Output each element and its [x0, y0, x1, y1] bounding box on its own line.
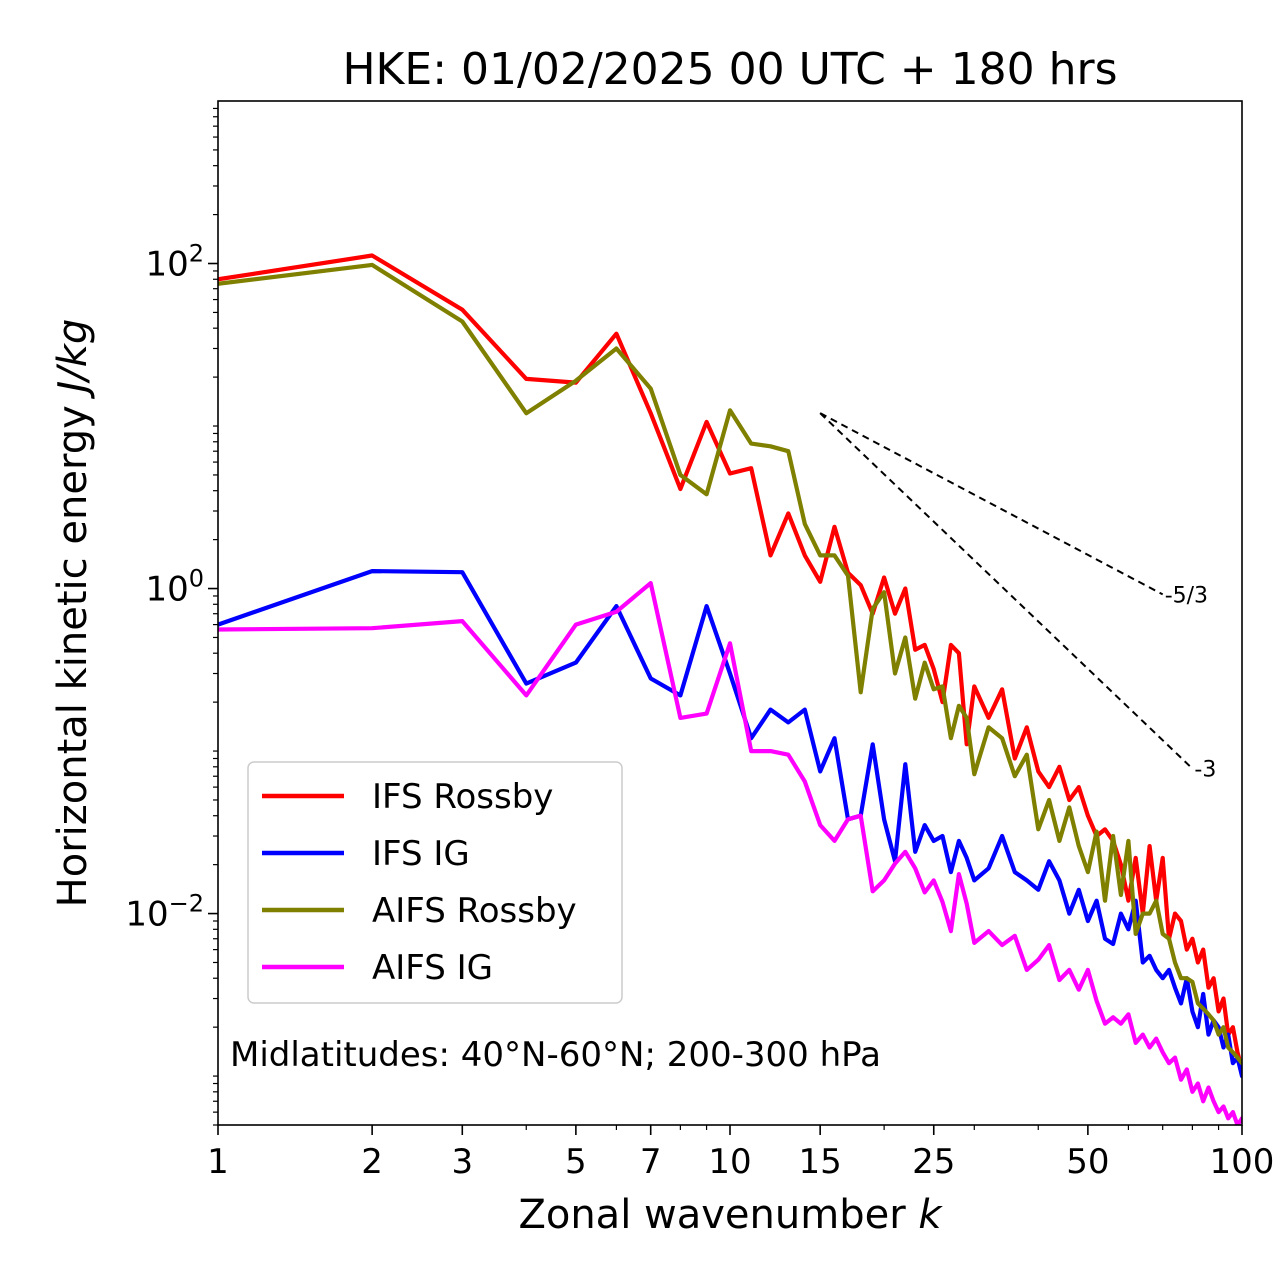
x-axis-label: Zonal wavenumber k [518, 1192, 943, 1238]
y-axis-label-unit: J/kg [50, 319, 96, 400]
series-line-2 [218, 568, 1242, 1079]
legend-label-2: IFS IG [372, 834, 470, 874]
reference-line-2 [819, 412, 1194, 770]
legend-label-4: AIFS IG [372, 948, 493, 988]
x-tick-label-5: 7 [640, 1142, 662, 1182]
reference-lines: -5/3 -3 [819, 412, 1216, 783]
y-axis-label: Horizontal kinetic energy J/kg [50, 319, 96, 908]
y-axis-ticks: 102 100 10−2 [125, 107, 218, 1126]
legend-items: IFS Rossby IFS IG AIFS Rossby AIFS IG [262, 777, 577, 988]
x-axis-ticks: 1 2 3 5 7 10 15 25 50 100 [207, 1125, 1274, 1182]
x-tick-label-2: 2 [361, 1142, 383, 1182]
y-axis-label-text: Horizontal kinetic energy [50, 405, 96, 907]
x-axis-label-text: Zonal wavenumber [518, 1192, 906, 1238]
chart-title: HKE: 01/02/2025 00 UTC + 180 hrs [342, 44, 1117, 95]
legend-label-3: AIFS Rossby [372, 891, 577, 931]
series-line-4 [218, 580, 1242, 1125]
x-tick-label-9: 50 [1066, 1142, 1109, 1182]
x-tick-label-4: 5 [565, 1142, 587, 1182]
legend: IFS Rossby IFS IG AIFS Rossby AIFS IG [247, 761, 623, 1004]
x-tick-label-8: 25 [912, 1142, 955, 1182]
x-tick-label-7: 15 [799, 1142, 842, 1182]
x-tick-label-1: 1 [207, 1142, 229, 1182]
y-tick-label-2: 100 [145, 565, 204, 610]
x-tick-label-3: 3 [451, 1142, 473, 1182]
x-tick-label-10: 100 [1210, 1142, 1275, 1182]
series-line-3 [218, 262, 1242, 1066]
legend-box [247, 761, 623, 1004]
series-layer [218, 253, 1242, 1125]
region-annotation: Midlatitudes: 40°N-60°N; 200-300 hPa [230, 1035, 881, 1075]
reference-line-label-1: -5/3 [1165, 583, 1208, 608]
reference-line-label-2: -3 [1194, 758, 1216, 783]
reference-line-1 [819, 412, 1164, 596]
x-axis-label-var: k [918, 1192, 943, 1238]
y-tick-label-3: 10−2 [125, 890, 204, 935]
y-tick-label-1: 102 [145, 240, 204, 285]
x-tick-label-6: 10 [708, 1142, 751, 1182]
series-line-1 [218, 253, 1242, 1072]
legend-label-1: IFS Rossby [372, 777, 553, 817]
